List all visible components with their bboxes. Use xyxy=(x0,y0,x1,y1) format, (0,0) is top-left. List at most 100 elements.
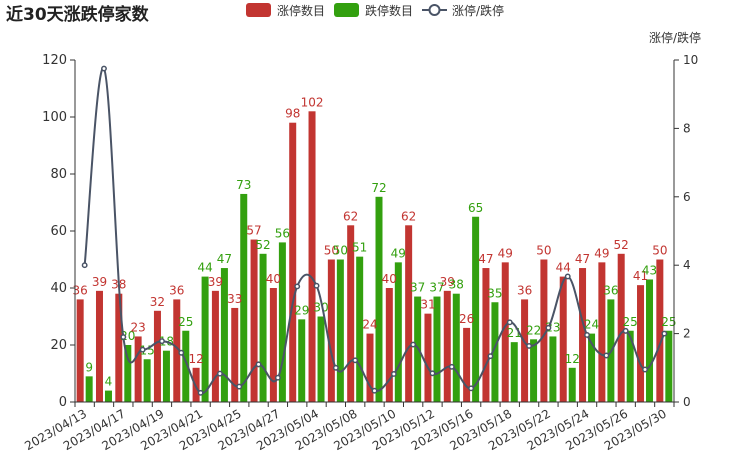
bar-up[interactable] xyxy=(598,262,606,402)
bar-up[interactable] xyxy=(327,259,335,403)
ratio-point[interactable] xyxy=(120,334,127,340)
bar-down[interactable] xyxy=(375,196,383,402)
bar-down[interactable] xyxy=(201,276,209,402)
ratio-point[interactable] xyxy=(371,387,378,394)
ratio-point[interactable] xyxy=(294,283,301,290)
legend-swatch-ratio-marker[interactable] xyxy=(428,4,441,16)
bar-up[interactable] xyxy=(308,111,316,403)
bar-down[interactable] xyxy=(452,293,460,402)
bar-up[interactable] xyxy=(366,333,374,402)
bar-down[interactable] xyxy=(665,330,673,402)
bar-up[interactable] xyxy=(559,276,567,402)
bar-down[interactable] xyxy=(549,336,557,402)
ratio-point[interactable] xyxy=(603,352,610,359)
bar-down[interactable] xyxy=(124,345,132,402)
bar-up[interactable] xyxy=(134,336,142,402)
bar-down[interactable] xyxy=(394,262,402,402)
ratio-point[interactable] xyxy=(468,385,475,392)
ratio-point[interactable] xyxy=(178,349,185,356)
bar-down[interactable] xyxy=(336,259,344,403)
legend-swatch-up[interactable] xyxy=(246,3,271,17)
bar-up[interactable] xyxy=(250,239,258,402)
bar-up[interactable] xyxy=(501,262,509,402)
ratio-point[interactable] xyxy=(313,282,320,289)
ratio-point[interactable] xyxy=(352,357,359,364)
bar-up-label: 12 xyxy=(188,352,203,366)
bar-up[interactable] xyxy=(153,310,161,402)
bar-up[interactable] xyxy=(521,299,529,402)
ratio-point[interactable] xyxy=(101,65,107,72)
ratio-point[interactable] xyxy=(487,353,494,360)
bar-down[interactable] xyxy=(298,319,306,402)
ratio-point[interactable] xyxy=(642,366,648,373)
bar-down[interactable] xyxy=(104,390,112,402)
bar-up[interactable] xyxy=(656,259,664,403)
ratio-point[interactable] xyxy=(526,342,533,349)
ratio-point[interactable] xyxy=(255,361,262,368)
ratio-point[interactable] xyxy=(390,371,397,377)
ratio-line[interactable] xyxy=(83,67,666,395)
ratio-point[interactable] xyxy=(622,327,629,334)
ratio-point[interactable] xyxy=(159,338,165,345)
bar-up[interactable] xyxy=(482,268,490,402)
legend[interactable]: 涨停数目 跌停数目 涨停/跌停 xyxy=(246,3,504,18)
bar-down[interactable] xyxy=(356,256,364,402)
ratio-point[interactable] xyxy=(197,389,204,396)
bar-down[interactable] xyxy=(240,193,248,402)
bar-down[interactable] xyxy=(317,316,325,403)
bar-up[interactable] xyxy=(385,288,393,402)
ratio-point[interactable] xyxy=(661,330,668,337)
bar-up[interactable] xyxy=(637,285,645,402)
bar-up[interactable] xyxy=(115,293,123,402)
bar-up-label: 102 xyxy=(301,95,324,109)
bar-down[interactable] xyxy=(530,339,538,402)
ratio-point[interactable] xyxy=(564,273,571,280)
bar-down[interactable] xyxy=(646,279,654,402)
ratio-point[interactable] xyxy=(139,346,146,353)
ratio-point[interactable] xyxy=(216,370,223,377)
ratio-point[interactable] xyxy=(448,363,455,370)
legend-label-ratio[interactable]: 涨停/跌停 xyxy=(452,3,504,18)
legend-swatch-down[interactable] xyxy=(334,3,359,17)
bar-down[interactable] xyxy=(220,268,228,402)
bar-down[interactable] xyxy=(143,359,151,402)
bar-up[interactable] xyxy=(463,327,471,402)
bar-up[interactable] xyxy=(347,225,355,402)
bar-up[interactable] xyxy=(443,290,451,402)
ratio-point[interactable] xyxy=(410,341,417,348)
ratio-point[interactable] xyxy=(81,262,88,269)
bar-down[interactable] xyxy=(182,330,190,402)
legend-label-up[interactable]: 涨停数目 xyxy=(277,3,325,18)
bar-down[interactable] xyxy=(162,350,170,402)
bar-down[interactable] xyxy=(259,253,267,402)
ratio-point[interactable] xyxy=(506,319,513,326)
bar-down[interactable] xyxy=(491,302,499,402)
ratio-point[interactable] xyxy=(332,364,339,371)
ratio-point[interactable] xyxy=(429,370,436,377)
bar-up[interactable] xyxy=(540,259,548,403)
ratio-point[interactable] xyxy=(584,332,590,338)
bar-up[interactable] xyxy=(579,268,587,402)
bar-up[interactable] xyxy=(617,253,625,402)
bar-up[interactable] xyxy=(211,290,219,402)
bar-up[interactable] xyxy=(405,225,413,402)
legend-label-down[interactable]: 跌停数目 xyxy=(365,3,413,18)
bar-down[interactable] xyxy=(626,330,634,402)
bar-down[interactable] xyxy=(278,242,286,402)
bar-up[interactable] xyxy=(173,299,181,402)
ratio-point[interactable] xyxy=(545,324,552,331)
bar-up[interactable] xyxy=(289,122,297,402)
bar-down[interactable] xyxy=(85,376,93,402)
bar-up[interactable] xyxy=(424,313,432,402)
bar-up[interactable] xyxy=(231,307,239,402)
bar-down[interactable] xyxy=(510,342,518,402)
bar-down[interactable] xyxy=(588,333,596,402)
bar-down[interactable] xyxy=(568,367,576,402)
bar-up[interactable] xyxy=(95,290,103,402)
bar-up[interactable] xyxy=(269,288,277,402)
bar-up[interactable] xyxy=(76,299,84,402)
bar-down[interactable] xyxy=(472,216,480,402)
ratio-point[interactable] xyxy=(274,374,281,381)
ratio-point[interactable] xyxy=(236,383,243,390)
bar-down[interactable] xyxy=(433,296,441,402)
